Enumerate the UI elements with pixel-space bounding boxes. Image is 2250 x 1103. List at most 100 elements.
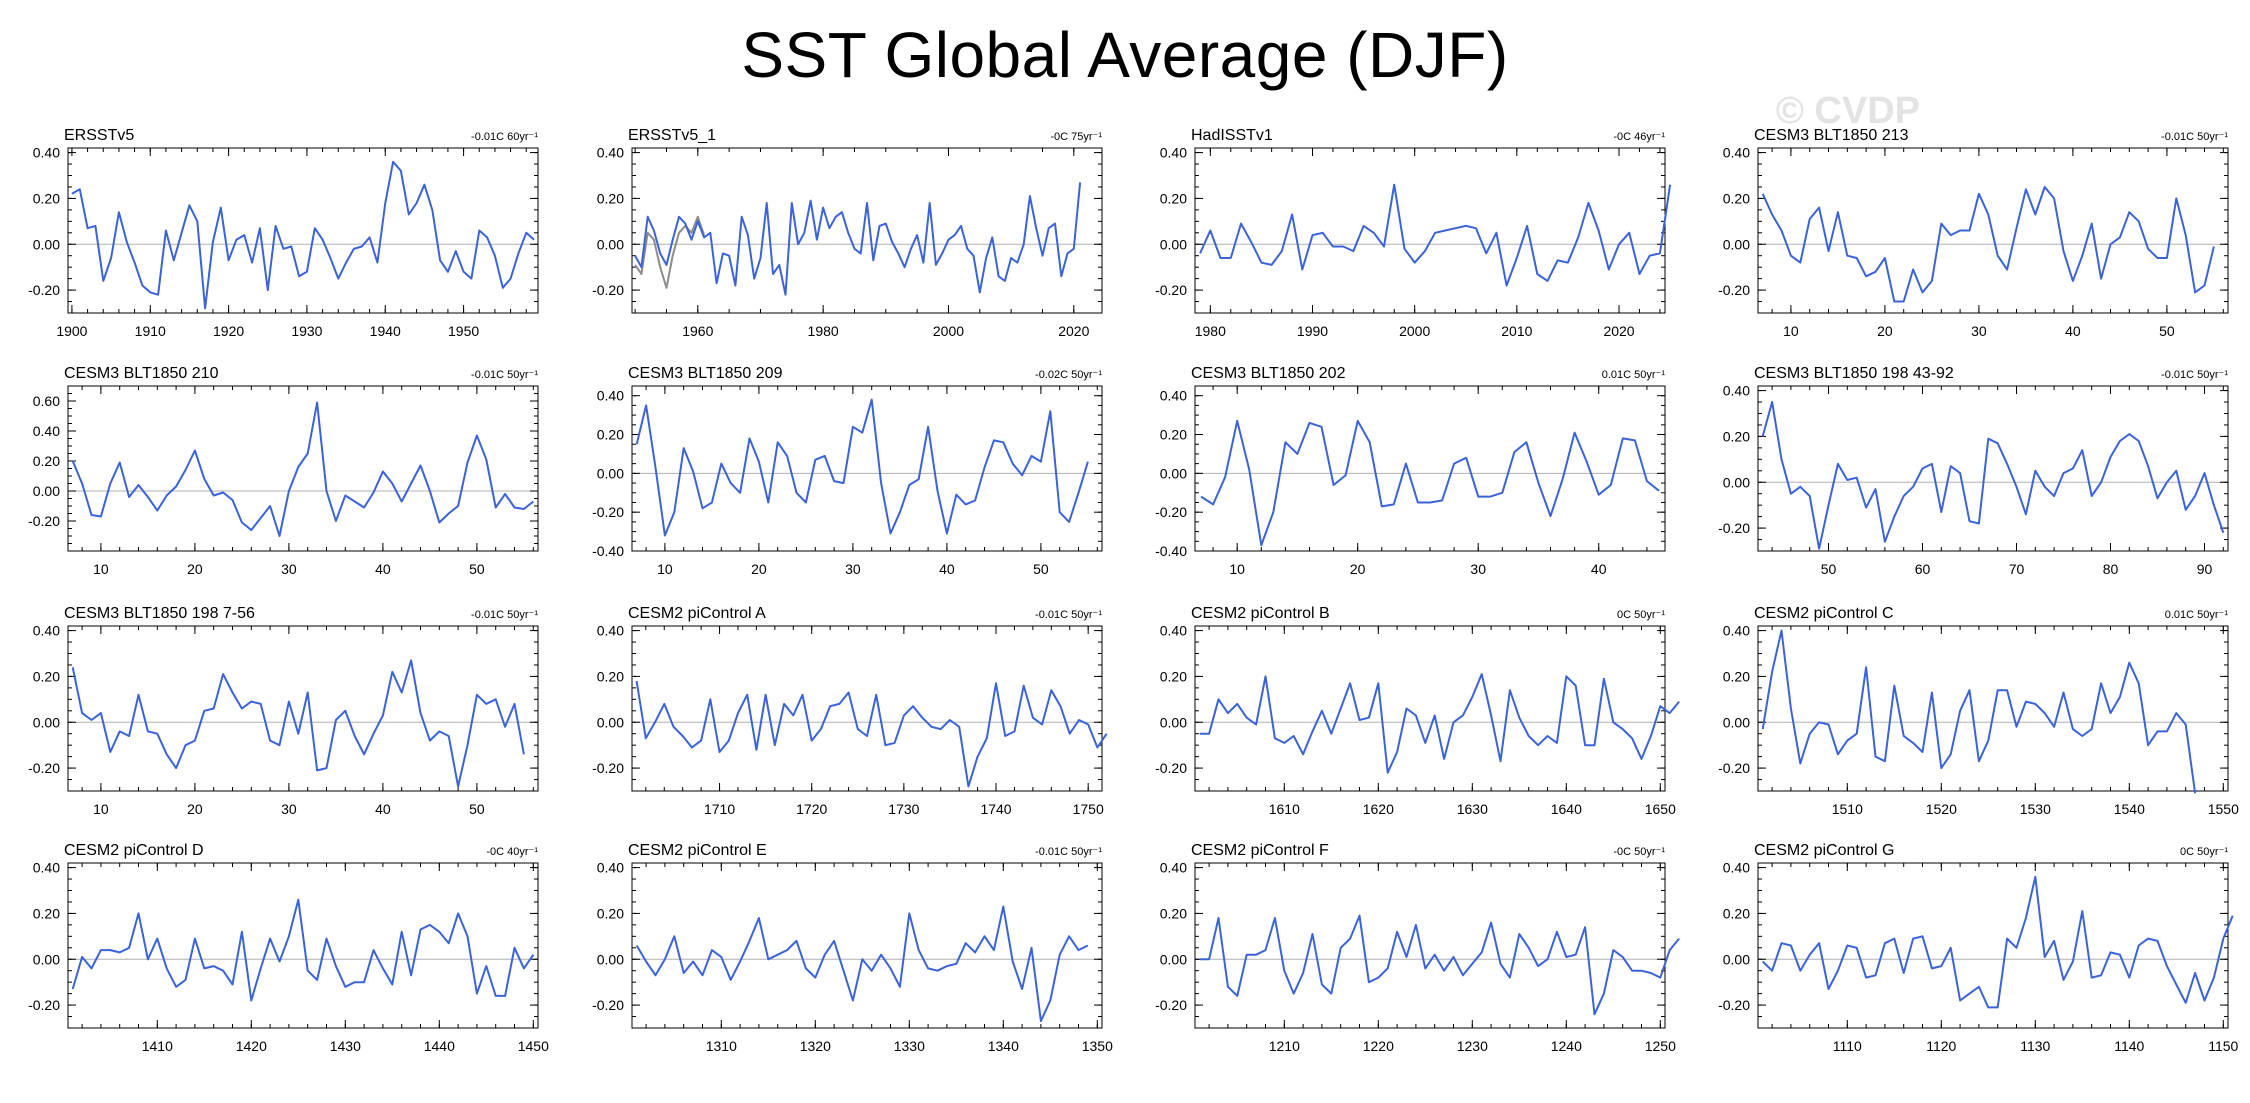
panel-11-y-tick-label: 0.40	[1160, 623, 1187, 639]
panel-10-y-tick-label: 0.00	[597, 714, 624, 730]
panel-10-y-tick-label: 0.40	[597, 623, 624, 639]
panel-15-x-tick-label: 1220	[1363, 1038, 1394, 1054]
panel-6-series-line	[635, 398, 1089, 537]
panel-8-y-tick-label: 0.00	[1723, 474, 1750, 490]
panel-6-title: CESM3 BLT1850 209	[628, 365, 783, 382]
panel-11-y-tick-label: -0.20	[1155, 760, 1187, 776]
panel-8-trend-label: -0.01C 50yr⁻¹	[2161, 369, 2228, 381]
panel-1-x-tick-label: 1900	[56, 323, 87, 339]
panel-5-series-line	[71, 401, 534, 537]
panel-1-trend-label: -0.01C 60yr⁻¹	[471, 131, 538, 143]
panel-16-frame	[1757, 862, 2229, 1029]
panel-15-y-tick-label: -0.20	[1155, 997, 1187, 1013]
panel-10-x-tick-label: 1750	[1073, 801, 1104, 817]
panel-5-x-tick-label: 30	[281, 561, 297, 577]
figure-title: SST Global Average (DJF)	[741, 19, 1509, 91]
panel-4-y-tick-label: 0.00	[1723, 236, 1750, 252]
panel-1-y-tick-label: 0.40	[33, 145, 60, 161]
panel-10-trend-label: -0.01C 50yr⁻¹	[1035, 609, 1102, 621]
panel-2-secondary-series-line	[634, 215, 706, 289]
panel-5-trend-label: -0.01C 50yr⁻¹	[471, 369, 538, 381]
panel-4-x-tick-label: 40	[2065, 323, 2081, 339]
panel-14-frame	[631, 862, 1103, 1029]
panel-5-frame	[67, 385, 539, 552]
panel-10-x-tick-label: 1730	[888, 801, 919, 817]
panel-14-x-tick-label: 1320	[800, 1038, 831, 1054]
panel-9-x-tick-label: 30	[281, 801, 297, 817]
panel-13-y-tick-label: 0.40	[33, 860, 60, 876]
panel-12-x-tick-label: 1550	[2208, 801, 2239, 817]
panel-11-frame	[1194, 625, 1666, 792]
panel-14-y-tick-label: -0.20	[592, 997, 624, 1013]
panel-8-x-tick-label: 50	[1821, 561, 1837, 577]
panel-12-trend-label: 0.01C 50yr⁻¹	[2165, 609, 2229, 621]
panel-3-trend-label: -0C 46yr⁻¹	[1613, 131, 1665, 143]
panel-3-y-tick-label: 0.40	[1160, 145, 1187, 161]
panel-15-title: CESM2 piControl F	[1191, 842, 1329, 859]
panel-2-y-tick-label: 0.20	[597, 190, 624, 206]
panel-6-y-tick-label: -0.40	[592, 543, 624, 559]
panel-14-x-tick-label: 1350	[1082, 1038, 1113, 1054]
panel-14-series-line	[635, 905, 1089, 1023]
panel-7-series-line	[1200, 419, 1660, 547]
panel-9-x-tick-label: 20	[187, 801, 203, 817]
panel-7-y-tick-label: 0.00	[1160, 465, 1187, 481]
panel-9-y-tick-label: 0.40	[33, 623, 60, 639]
panel-7-y-tick-label: -0.20	[1155, 504, 1187, 520]
panel-5-x-tick-label: 40	[375, 561, 391, 577]
panel-6-y-tick-label: 0.40	[597, 388, 624, 404]
panel-6-y-tick-label: 0.00	[597, 465, 624, 481]
panel-13-y-tick-label: 0.20	[33, 905, 60, 921]
panel-4-trend-label: -0.01C 50yr⁻¹	[2161, 131, 2228, 143]
panel-5-x-tick-label: 10	[93, 561, 109, 577]
panel-5-y-tick-label: 0.00	[33, 483, 60, 499]
panel-11-y-tick-label: 0.20	[1160, 668, 1187, 684]
panel-15-y-tick-label: 0.20	[1160, 905, 1187, 921]
panel-9-trend-label: -0.01C 50yr⁻¹	[471, 609, 538, 621]
panel-3-x-tick-label: 1980	[1195, 323, 1226, 339]
panel-7-frame	[1194, 385, 1666, 552]
panel-7-y-tick-label: -0.40	[1155, 543, 1187, 559]
panel-8-x-tick-label: 90	[2197, 561, 2213, 577]
panel-6-x-tick-label: 20	[751, 561, 767, 577]
panel-14-x-tick-label: 1310	[706, 1038, 737, 1054]
panel-8-x-tick-label: 60	[1915, 561, 1931, 577]
panel-2-x-tick-label: 1980	[808, 323, 839, 339]
panel-15-y-tick-label: 0.40	[1160, 860, 1187, 876]
panel-1-x-tick-label: 1930	[291, 323, 322, 339]
panel-2-x-tick-label: 2000	[933, 323, 964, 339]
panel-5-y-tick-label: 0.20	[33, 453, 60, 469]
panel-14-title: CESM2 piControl E	[628, 842, 767, 859]
panel-13-x-tick-label: 1420	[236, 1038, 267, 1054]
panel-8-x-tick-label: 70	[2009, 561, 2025, 577]
panel-2-trend-label: -0C 75yr⁻¹	[1050, 131, 1102, 143]
panel-15-y-tick-label: 0.00	[1160, 951, 1187, 967]
panel-6-x-tick-label: 40	[939, 561, 955, 577]
panel-12-x-tick-label: 1530	[2020, 801, 2051, 817]
panel-8-x-tick-label: 80	[2103, 561, 2119, 577]
panel-5-y-tick-label: -0.20	[28, 513, 60, 529]
panel-15-series-line	[1199, 914, 1680, 1016]
panel-3-x-tick-label: 1990	[1297, 323, 1328, 339]
panel-10-title: CESM2 piControl A	[628, 605, 766, 622]
panel-15-x-tick-label: 1240	[1551, 1038, 1582, 1054]
panel-16-x-tick-label: 1140	[2114, 1038, 2144, 1054]
panel-5-y-tick-label: 0.40	[33, 423, 60, 439]
panel-4-x-tick-label: 20	[1877, 323, 1893, 339]
panel-4-y-tick-label: -0.20	[1718, 282, 1750, 298]
panel-12-x-tick-label: 1540	[2114, 801, 2145, 817]
panel-13-frame	[67, 862, 539, 1029]
panel-12-series-line	[1761, 629, 2197, 794]
panel-4-x-tick-label: 30	[1971, 323, 1987, 339]
panel-9-x-tick-label: 50	[469, 801, 485, 817]
panel-4-y-tick-label: 0.20	[1723, 190, 1750, 206]
panel-14-x-tick-label: 1340	[988, 1038, 1019, 1054]
panel-9-x-tick-label: 40	[375, 801, 391, 817]
panel-10-series-line	[635, 680, 1108, 788]
panel-4-x-tick-label: 10	[1783, 323, 1799, 339]
panel-9-y-tick-label: 0.00	[33, 714, 60, 730]
panel-4-series-line	[1761, 186, 2215, 303]
panel-8-title: CESM3 BLT1850 198 43-92	[1754, 365, 1954, 382]
panel-1-frame	[67, 147, 539, 314]
panel-11-x-tick-label: 1630	[1457, 801, 1488, 817]
